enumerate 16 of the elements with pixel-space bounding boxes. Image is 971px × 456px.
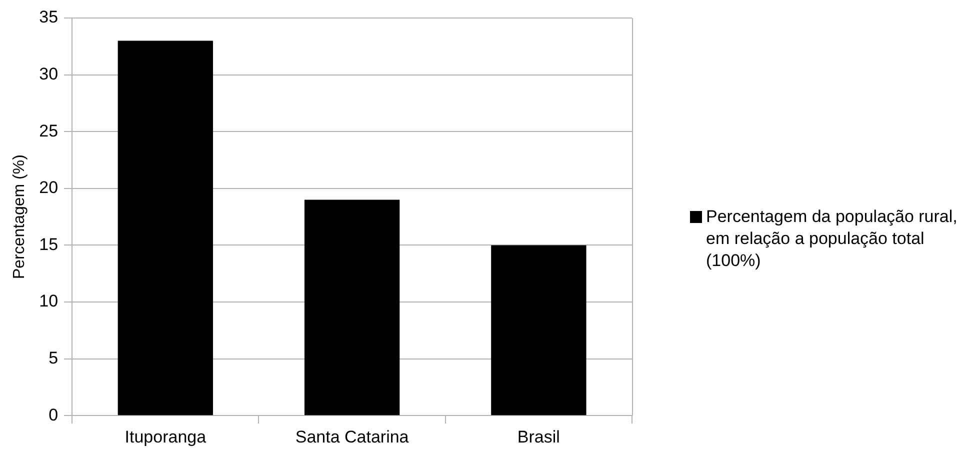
y-tick-label: 25: [39, 121, 58, 140]
bar: [118, 40, 214, 416]
x-tick-label: Brasil: [517, 427, 560, 446]
bar: [304, 200, 400, 416]
y-tick-label: 20: [39, 178, 58, 198]
legend-label: Percentagem da população rural, em relação a população total (100%): [706, 206, 958, 272]
y-tick-label: 15: [39, 234, 58, 254]
y-tick-label: 35: [39, 8, 58, 27]
y-tick-label: 0: [48, 405, 58, 424]
y-tick-label: 30: [39, 64, 58, 84]
x-tick-label: Santa Catarina: [295, 427, 410, 446]
x-tick-label: Ituporanga: [124, 427, 207, 446]
y-axis-title: Percentagem (%): [11, 154, 28, 280]
y-tick-label: 5: [48, 348, 58, 368]
bar: [491, 245, 586, 416]
y-tick-label: 10: [39, 292, 58, 311]
